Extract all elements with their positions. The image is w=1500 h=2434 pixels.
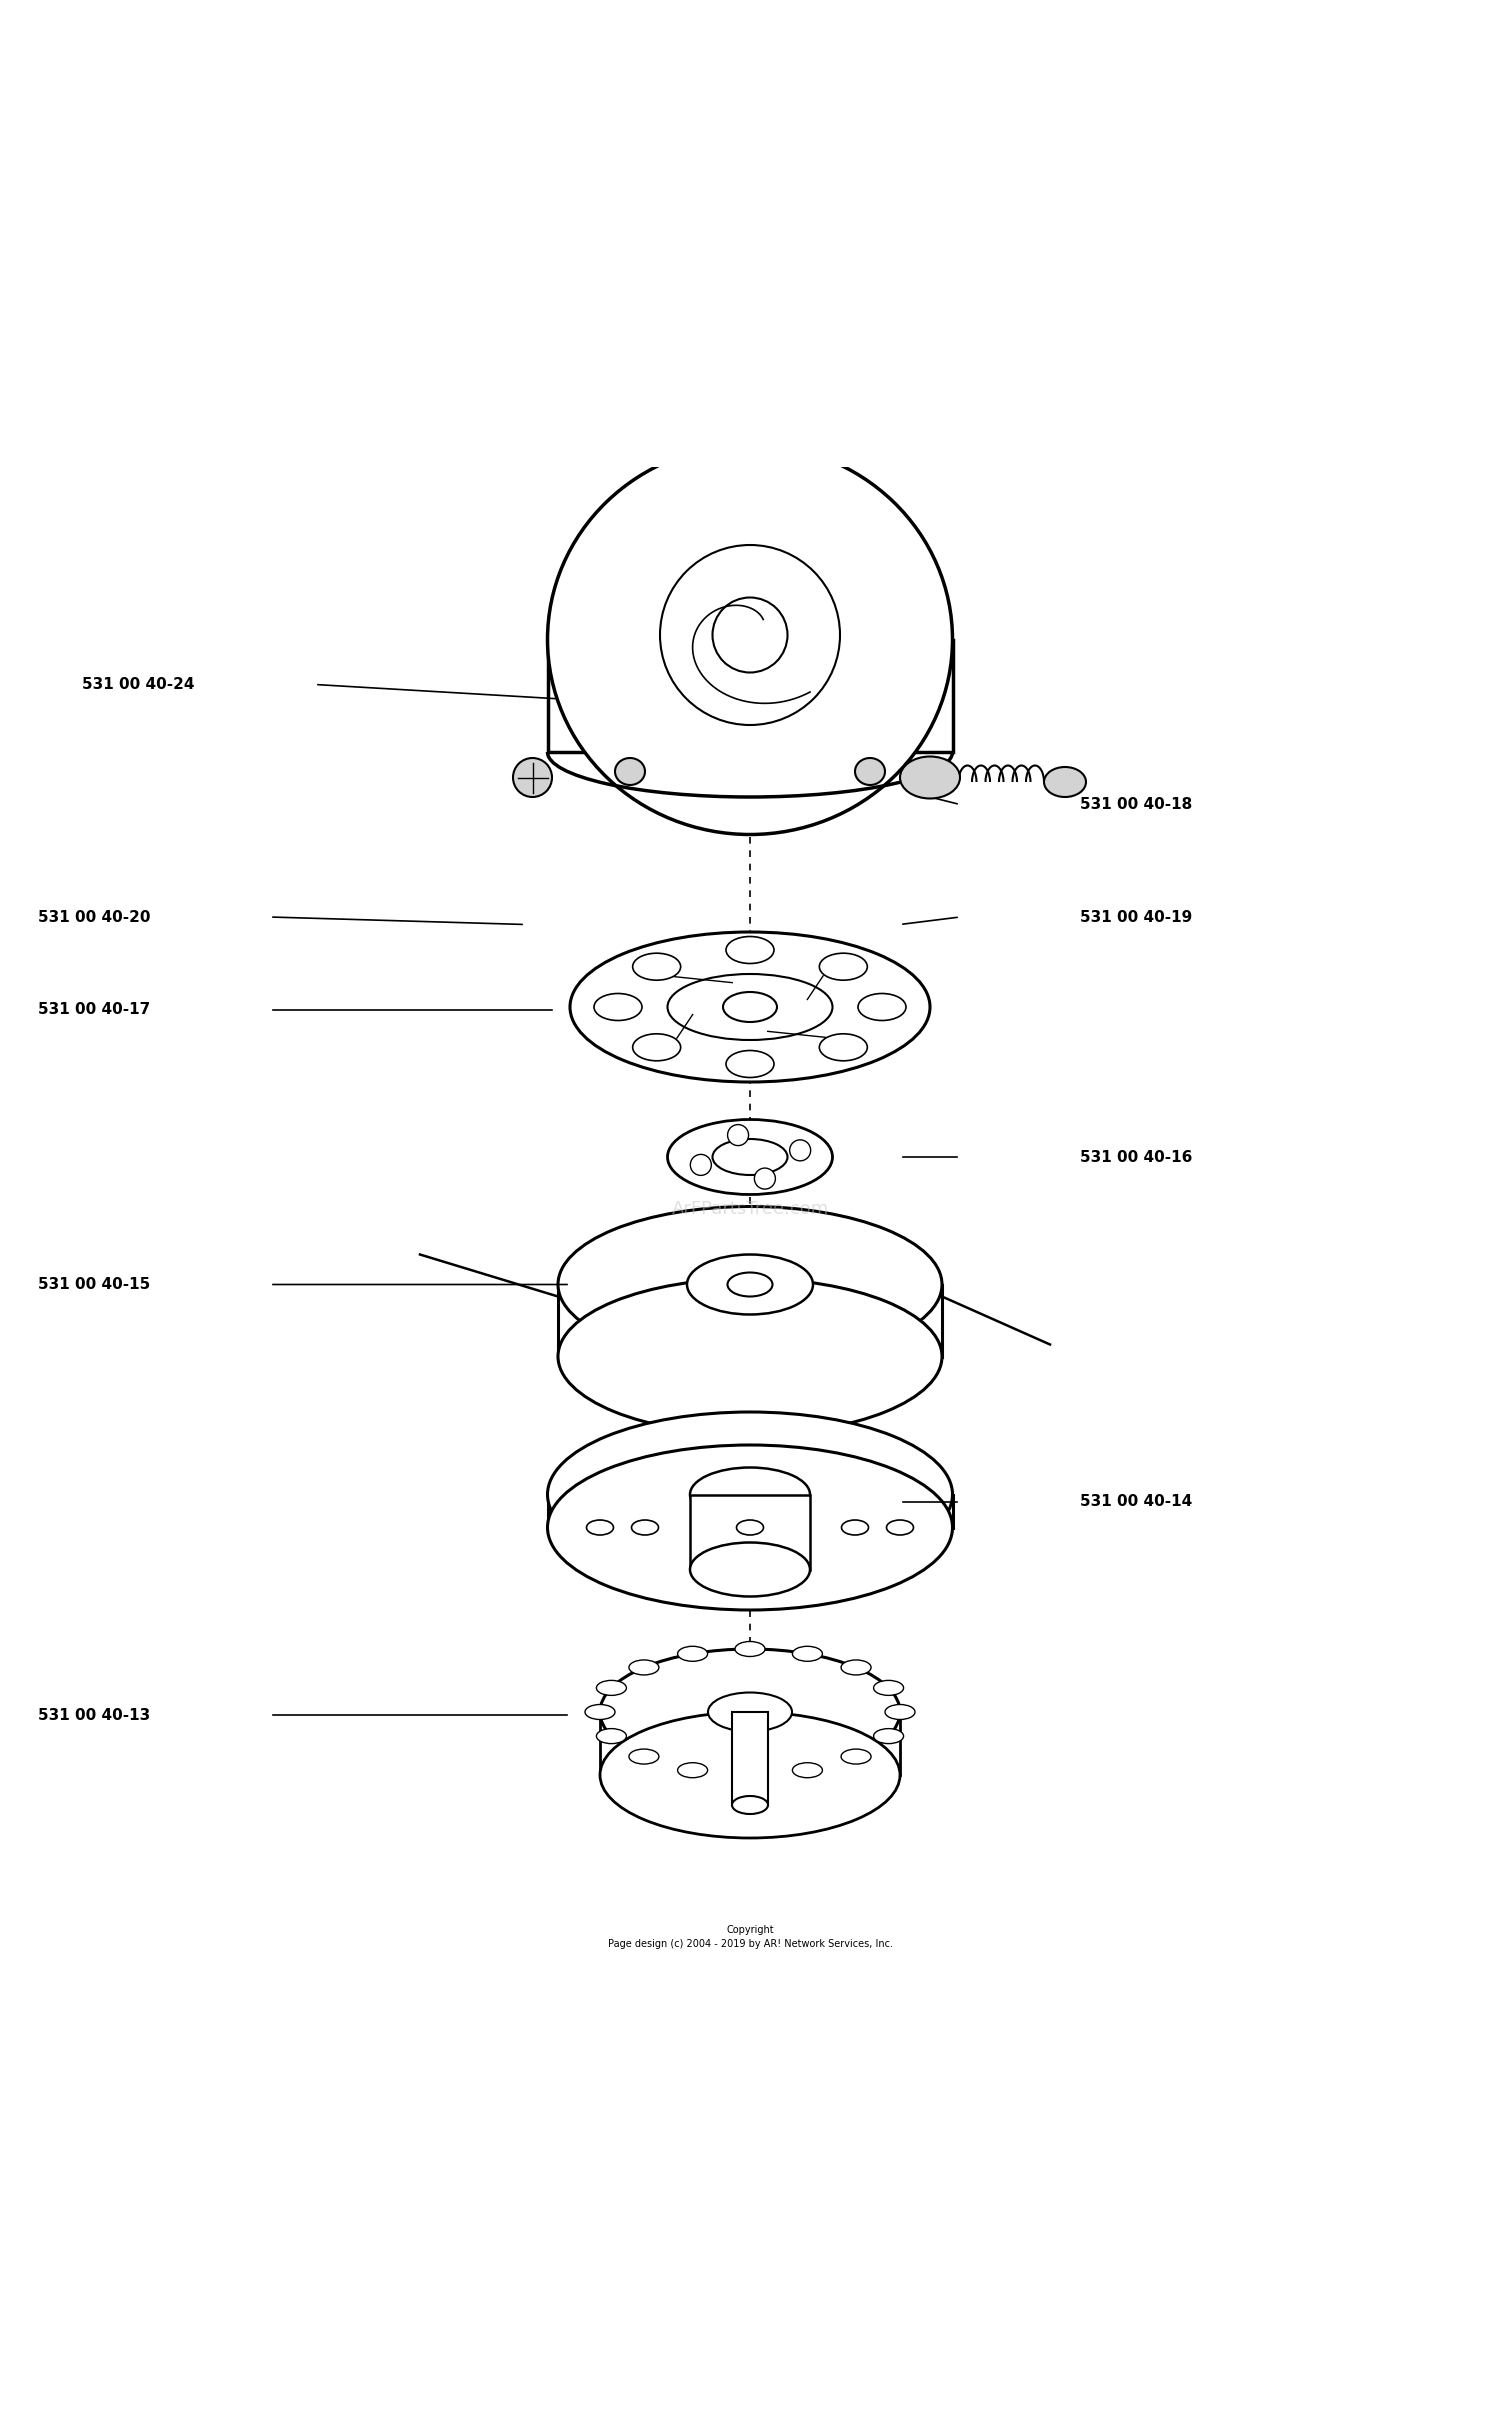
Ellipse shape — [687, 1254, 813, 1314]
Ellipse shape — [873, 1728, 903, 1743]
Bar — [558, 1285, 942, 1356]
Ellipse shape — [548, 1446, 952, 1609]
Ellipse shape — [1044, 767, 1086, 796]
Ellipse shape — [792, 1762, 822, 1777]
Bar — [548, 1494, 952, 1529]
Ellipse shape — [628, 1750, 658, 1765]
Ellipse shape — [586, 1519, 613, 1536]
Ellipse shape — [594, 993, 642, 1020]
Bar — [732, 1711, 768, 1806]
Text: 531 00 38-25: 531 00 38-25 — [668, 501, 832, 521]
Ellipse shape — [597, 1728, 627, 1743]
Bar — [548, 640, 952, 752]
Ellipse shape — [633, 1034, 681, 1061]
Ellipse shape — [628, 1660, 658, 1675]
Ellipse shape — [600, 1648, 900, 1774]
Ellipse shape — [885, 1704, 915, 1718]
Ellipse shape — [558, 1278, 942, 1434]
Circle shape — [660, 545, 840, 725]
Ellipse shape — [597, 1679, 627, 1696]
Ellipse shape — [723, 993, 777, 1022]
Ellipse shape — [600, 1711, 900, 1838]
Text: 531 00 40-24: 531 00 40-24 — [82, 677, 195, 691]
Ellipse shape — [548, 445, 952, 835]
Ellipse shape — [728, 1273, 772, 1297]
Text: 531 00 40-20: 531 00 40-20 — [38, 910, 150, 925]
Text: 531 00 40-14: 531 00 40-14 — [1080, 1494, 1192, 1509]
Ellipse shape — [726, 1051, 774, 1078]
Ellipse shape — [708, 1692, 792, 1731]
Ellipse shape — [842, 1660, 872, 1675]
Ellipse shape — [792, 1645, 822, 1662]
Text: 531 00 40-13: 531 00 40-13 — [38, 1709, 150, 1723]
Ellipse shape — [819, 1034, 867, 1061]
Ellipse shape — [678, 1762, 708, 1777]
Ellipse shape — [873, 1679, 903, 1696]
Ellipse shape — [558, 1207, 942, 1363]
Text: 531 00 40-19: 531 00 40-19 — [1080, 910, 1192, 925]
Ellipse shape — [690, 1543, 810, 1597]
Bar — [690, 1494, 810, 1570]
Ellipse shape — [842, 1750, 872, 1765]
Ellipse shape — [632, 1519, 658, 1536]
Ellipse shape — [732, 1796, 768, 1813]
Ellipse shape — [678, 1645, 708, 1662]
Circle shape — [712, 596, 788, 672]
Text: 531 00 40-17: 531 00 40-17 — [38, 1003, 150, 1017]
Text: ArFPartsTree.com: ArFPartsTree.com — [672, 1200, 828, 1219]
Ellipse shape — [735, 1641, 765, 1658]
Text: 531 00 40-16: 531 00 40-16 — [1080, 1149, 1192, 1163]
Ellipse shape — [855, 757, 885, 786]
Circle shape — [690, 1154, 711, 1176]
Text: 531 00 40-15: 531 00 40-15 — [38, 1278, 150, 1292]
Ellipse shape — [548, 1412, 952, 1577]
Ellipse shape — [736, 1519, 764, 1536]
Circle shape — [789, 1139, 810, 1161]
Ellipse shape — [690, 1468, 810, 1521]
Ellipse shape — [886, 1519, 914, 1536]
Ellipse shape — [900, 757, 960, 798]
Bar — [600, 1711, 900, 1774]
Circle shape — [513, 757, 552, 796]
Circle shape — [728, 1125, 748, 1146]
Ellipse shape — [668, 974, 832, 1039]
Ellipse shape — [570, 932, 930, 1083]
Ellipse shape — [726, 937, 774, 964]
Ellipse shape — [842, 1519, 868, 1536]
Ellipse shape — [668, 1120, 832, 1195]
Ellipse shape — [712, 1139, 788, 1176]
Ellipse shape — [615, 757, 645, 786]
Text: 531 00 40-18: 531 00 40-18 — [1080, 796, 1192, 813]
Ellipse shape — [633, 954, 681, 981]
Ellipse shape — [585, 1704, 615, 1718]
Text: Copyright
Page design (c) 2004 - 2019 by AR! Network Services, Inc.: Copyright Page design (c) 2004 - 2019 by… — [608, 1925, 892, 1950]
Ellipse shape — [819, 954, 867, 981]
Ellipse shape — [858, 993, 906, 1020]
Circle shape — [754, 1168, 776, 1190]
Ellipse shape — [735, 1767, 765, 1782]
